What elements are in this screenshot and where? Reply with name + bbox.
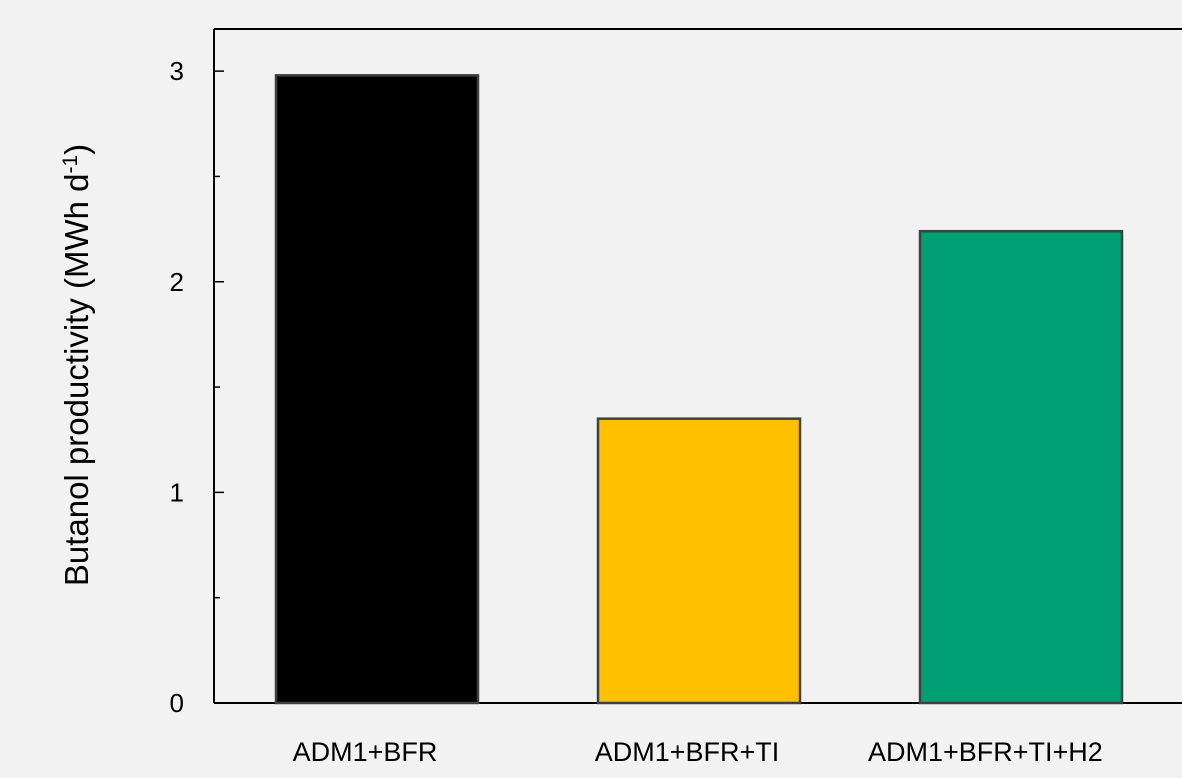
x-category-label: ADM1+BFR: [293, 737, 438, 767]
y-axis-label: Butanol productivity (MWh d-1): [58, 144, 95, 586]
bar-3: [918, 229, 1124, 705]
x-category-label: ADM1+BFR+TI: [595, 737, 780, 767]
y-axis-label-superscript: -1: [59, 155, 82, 174]
y-tick-label: 3: [170, 56, 184, 86]
y-tick-label: 2: [170, 267, 184, 297]
x-category-labels: ADM1+BFR ADM1+BFR+TI ADM1+BFR+TI+H2: [293, 737, 1103, 767]
y-tick-label: 0: [170, 688, 184, 718]
bar-1: [274, 74, 480, 705]
bar-2: [596, 417, 802, 705]
y-tick-label: 1: [170, 477, 184, 507]
x-category-label: ADM1+BFR+TI+H2: [868, 737, 1103, 767]
y-ticks: 0 1 2 3: [170, 56, 224, 718]
y-axis-label-suffix: ): [58, 144, 95, 155]
y-axis-label-main: Butanol productivity (MWh d: [58, 174, 95, 587]
bars: [274, 74, 1124, 705]
